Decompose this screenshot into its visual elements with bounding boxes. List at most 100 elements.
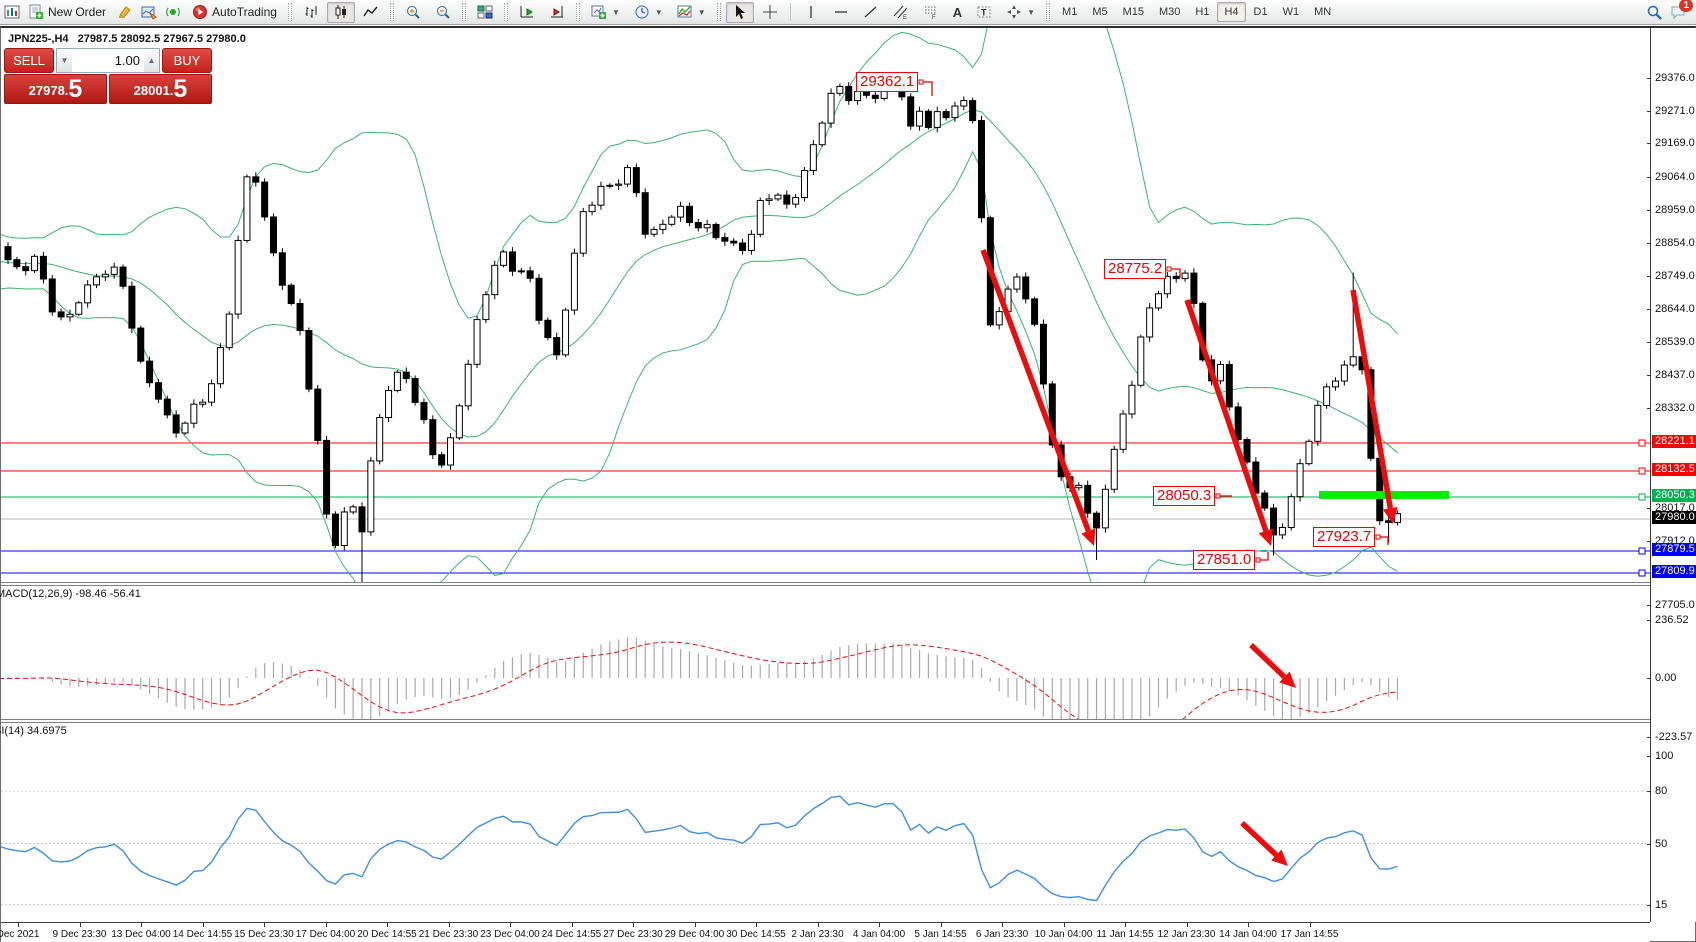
time-axis-label: 20 Dec 14:55 [357, 929, 417, 940]
rsi-tick-label: 80 [1655, 785, 1668, 797]
price-annotation[interactable]: 28050.3 [1153, 486, 1216, 506]
rsi-plot[interactable] [1, 723, 1650, 922]
time-tick-mark [940, 923, 942, 927]
timeframe-mn[interactable]: MN [1314, 6, 1332, 18]
time-tick-mark [1186, 923, 1188, 927]
price-axis[interactable]: 29376.0 29271.0 29169.0 29064.0 28959.0 28854… [1647, 28, 1696, 922]
horizontal-line-tool[interactable] [827, 2, 855, 23]
cursor-tool-button[interactable] [725, 1, 754, 23]
time-tick-mark [202, 923, 204, 927]
rsi-tick-mark [1647, 905, 1651, 906]
svg-text:T: T [981, 8, 987, 18]
time-tick-mark [510, 923, 511, 927]
buy-price-button[interactable]: 28001. 5 [109, 74, 212, 104]
timeframe-h1[interactable]: H1 [1195, 6, 1210, 18]
time-tick-mark [1248, 923, 1249, 927]
price-tick-mark [1647, 177, 1651, 178]
chevron-down-icon: ▼ [697, 7, 706, 17]
chevron-down-icon: ▼ [654, 7, 663, 17]
price-annotation[interactable]: 29362.1 [856, 72, 919, 92]
time-axis[interactable]: Dec 2021 9 Dec 23:30 13 Dec 04:00 14 Dec 14… [0, 922, 1650, 942]
price-annotation[interactable]: 27923.7 [1313, 527, 1376, 547]
sell-button[interactable]: SELL [4, 48, 54, 73]
auto-scroll-button[interactable] [513, 2, 541, 23]
ohlc-values: 27987.5 28092.5 27967.5 27980.0 [77, 33, 246, 45]
time-axis-label: 14 Dec 14:55 [172, 929, 233, 940]
panel-separator[interactable] [1, 719, 1650, 723]
equidistant-channel-tool[interactable]: E [887, 2, 915, 23]
vertical-line-tool[interactable] [797, 2, 825, 23]
rsi-tick-mark [1647, 844, 1651, 845]
arrows-tool[interactable]: ▼ [1000, 2, 1041, 23]
sell-price-button[interactable]: 27978. 5 [4, 74, 107, 104]
new-order-button[interactable]: New Order [22, 2, 112, 23]
styler-icon[interactable] [117, 4, 133, 20]
price-tick-label: 29169.0 [1655, 137, 1695, 149]
timeframe-d1[interactable]: D1 [1253, 6, 1268, 18]
tile-windows-button[interactable] [471, 2, 499, 23]
rsi-tick-mark [1647, 756, 1651, 757]
zoom-out-button[interactable] [429, 2, 457, 23]
price-chart-plot[interactable] [1, 28, 1650, 582]
time-axis-label: 17 Jan 14:55 [1280, 929, 1339, 940]
timeframe-h4[interactable]: H4 [1217, 2, 1246, 22]
time-tick-mark [1002, 923, 1003, 927]
price-tick-mark [1647, 111, 1651, 112]
time-axis-label: 9 Dec 23:30 [52, 929, 107, 940]
notifications-icon[interactable]: 1 [1670, 0, 1693, 20]
autotrading-button[interactable]: AutoTrading [186, 2, 283, 23]
price-line-label: 27879.5 [1652, 543, 1696, 556]
rsi-tick-label: 15 [1655, 899, 1668, 911]
text-tool[interactable]: A [952, 4, 963, 20]
chart-shift-button[interactable] [543, 2, 571, 23]
autotrading-label: AutoTrading [212, 5, 277, 19]
strategy-tester-icon[interactable] [141, 4, 157, 20]
time-tick-mark [571, 923, 573, 927]
price-annotation[interactable]: 28775.2 [1104, 259, 1167, 279]
macd-tick-mark [1647, 678, 1651, 679]
periods-button[interactable]: ▼ [628, 2, 669, 23]
macd-plot[interactable] [1, 586, 1650, 719]
bar-chart-button[interactable] [297, 2, 325, 23]
trendline-tool[interactable] [857, 2, 885, 23]
text-label-tool[interactable]: T [970, 2, 998, 23]
price-tick-label: 28854.0 [1655, 237, 1695, 249]
time-tick-mark [387, 923, 388, 927]
time-axis-label: 24 Dec 14:55 [541, 929, 602, 940]
price-tick-label: 27705.0 [1655, 599, 1695, 611]
indicators-button[interactable]: ▼ [671, 2, 712, 23]
macd-tick-label: 236.52 [1655, 614, 1689, 626]
volume-decrease-button[interactable]: ▼ [57, 49, 72, 72]
fibonacci-tool[interactable]: F [917, 2, 945, 23]
time-tick-mark [448, 923, 450, 927]
volume-increase-button[interactable]: ▲ [144, 49, 159, 72]
time-tick-mark [694, 923, 696, 927]
new-chart-button[interactable]: ▼ [585, 2, 626, 23]
panel-separator[interactable] [1, 582, 1650, 586]
zoom-in-button[interactable] [399, 2, 427, 23]
chart-window-icon [4, 4, 20, 20]
crosshair-tool-button[interactable] [756, 2, 784, 23]
line-chart-button[interactable] [357, 2, 385, 23]
search-icon[interactable] [1646, 4, 1662, 20]
price-line-label: 28050.3 [1652, 489, 1696, 502]
timeframe-m30[interactable]: M30 [1159, 6, 1181, 18]
timeframe-w1[interactable]: W1 [1282, 6, 1300, 18]
timeframe-m1[interactable]: M1 [1062, 6, 1078, 18]
buy-button[interactable]: BUY [162, 48, 212, 73]
volume-input[interactable] [72, 49, 144, 72]
time-tick-mark [879, 923, 880, 927]
timeframe-m5[interactable]: M5 [1092, 6, 1108, 18]
time-axis-label: 27 Dec 23:30 [603, 929, 663, 940]
signals-icon[interactable] [165, 4, 181, 20]
timeframe-m15[interactable]: M15 [1122, 6, 1144, 18]
candlestick-chart-button[interactable] [326, 1, 355, 23]
one-click-trading-panel: SELL ▼ ▲ BUY 27978.5 28001.5 [4, 48, 212, 104]
rsi-tick-label: 100 [1655, 750, 1674, 762]
time-axis-label: 10 Jan 04:00 [1034, 929, 1093, 940]
price-line-label: 27809.9 [1652, 565, 1696, 578]
buy-price-big-digit: 5 [173, 75, 188, 103]
price-tick-label: 28437.0 [1655, 369, 1695, 381]
price-annotation[interactable]: 27851.0 [1193, 550, 1256, 570]
